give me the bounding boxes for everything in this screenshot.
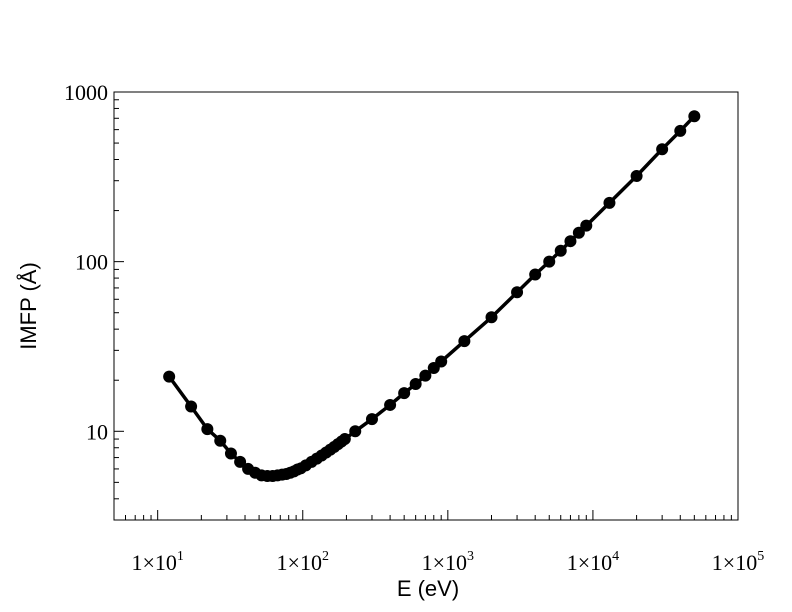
plot-frame: [113, 91, 739, 521]
data-point: [185, 400, 198, 413]
y-tick-labels: 10 100 1000: [64, 80, 108, 444]
series-line: [167, 114, 696, 478]
data-point: [349, 425, 362, 438]
data-point: [688, 110, 701, 123]
y-tick-label: 10: [86, 419, 108, 444]
series-points: [163, 110, 701, 483]
data-point: [201, 423, 214, 436]
y-major-ticks: [114, 91, 124, 432]
data-point: [564, 235, 577, 248]
y-tick-label: 1000: [64, 80, 108, 105]
data-point: [234, 455, 247, 468]
data-point: [543, 255, 556, 268]
y-minor-ticks: [114, 99, 119, 521]
data-point: [409, 378, 422, 391]
data-point: [163, 370, 176, 383]
data-point: [656, 143, 669, 156]
data-point: [384, 398, 397, 411]
data-point: [630, 169, 643, 182]
y-axis-title: IMFP (Å): [16, 262, 41, 350]
x-tick-label: 1×102: [277, 549, 329, 575]
x-tick-labels: 1×101 1×102 1×103 1×104 1×105: [131, 549, 764, 575]
data-point: [529, 268, 542, 281]
data-point: [338, 433, 351, 446]
x-tick-label: 1×103: [422, 549, 474, 575]
data-point: [603, 196, 616, 209]
x-tick-label: 1×105: [712, 549, 764, 575]
data-point: [572, 226, 585, 239]
data-point: [458, 335, 471, 348]
data-point: [214, 434, 227, 447]
x-tick-label: 1×101: [131, 549, 183, 575]
data-point: [419, 369, 432, 382]
data-point: [554, 244, 567, 257]
data-point: [365, 413, 378, 426]
data-point: [398, 387, 411, 400]
x-major-ticks: [157, 510, 739, 520]
y-tick-label: 100: [75, 250, 108, 275]
data-point: [511, 286, 524, 299]
data-point: [674, 124, 687, 137]
data-point: [485, 311, 498, 324]
x-tick-label: 1×104: [567, 549, 619, 575]
data-point: [435, 355, 448, 368]
x-axis-title: E (eV): [397, 576, 459, 601]
data-point: [580, 219, 593, 232]
data-point: [224, 447, 237, 460]
x-minor-ticks: [113, 515, 732, 520]
